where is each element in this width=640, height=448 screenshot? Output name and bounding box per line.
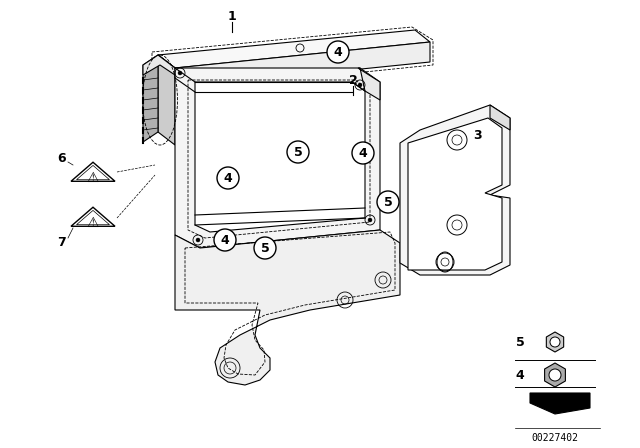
Text: 1: 1 <box>228 9 236 22</box>
Text: 4: 4 <box>223 172 232 185</box>
Circle shape <box>327 41 349 63</box>
Text: 5: 5 <box>260 241 269 254</box>
Circle shape <box>287 141 309 163</box>
Polygon shape <box>175 42 430 88</box>
Circle shape <box>549 369 561 381</box>
Text: 6: 6 <box>58 151 67 164</box>
Text: 7: 7 <box>58 236 67 249</box>
Polygon shape <box>158 55 175 88</box>
Polygon shape <box>545 363 565 387</box>
Polygon shape <box>195 82 365 232</box>
Polygon shape <box>358 68 380 100</box>
Circle shape <box>196 238 200 242</box>
Polygon shape <box>547 332 564 352</box>
Text: ⚠: ⚠ <box>87 216 99 230</box>
Circle shape <box>550 337 560 347</box>
Text: 2: 2 <box>349 73 357 86</box>
Polygon shape <box>530 393 590 414</box>
Polygon shape <box>408 118 502 270</box>
Polygon shape <box>175 68 380 248</box>
Circle shape <box>178 71 182 75</box>
Circle shape <box>377 191 399 213</box>
Polygon shape <box>158 55 175 145</box>
Circle shape <box>254 237 276 259</box>
Polygon shape <box>143 55 175 75</box>
Text: 4: 4 <box>516 369 524 382</box>
Text: 5: 5 <box>516 336 524 349</box>
Polygon shape <box>158 30 430 68</box>
Polygon shape <box>143 55 158 142</box>
Polygon shape <box>400 105 510 275</box>
Text: 00227402: 00227402 <box>531 433 579 443</box>
Text: 4: 4 <box>358 146 367 159</box>
Polygon shape <box>490 105 510 130</box>
Text: 5: 5 <box>294 146 302 159</box>
Circle shape <box>217 167 239 189</box>
Polygon shape <box>175 230 400 385</box>
Text: 3: 3 <box>474 129 483 142</box>
Text: 4: 4 <box>221 233 229 246</box>
Text: ⚠: ⚠ <box>87 171 99 185</box>
Circle shape <box>214 229 236 251</box>
Circle shape <box>352 142 374 164</box>
Text: 5: 5 <box>383 195 392 208</box>
Text: 4: 4 <box>333 46 342 59</box>
Circle shape <box>368 218 372 222</box>
Circle shape <box>358 83 362 87</box>
